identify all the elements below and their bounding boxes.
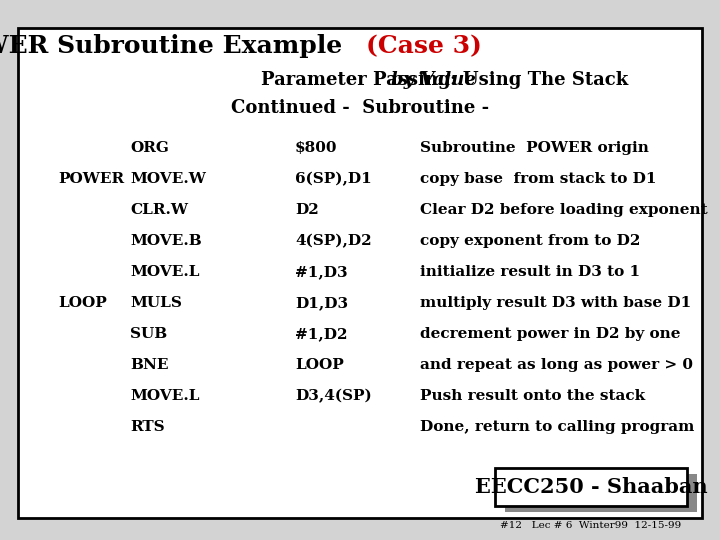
FancyBboxPatch shape	[495, 468, 687, 506]
Text: LOOP: LOOP	[295, 358, 343, 372]
Text: 4(SP),D2: 4(SP),D2	[295, 234, 372, 248]
Text: decrement power in D2 by one: decrement power in D2 by one	[420, 327, 680, 341]
Text: #12   Lec # 6  Winter99  12-15-99: #12 Lec # 6 Winter99 12-15-99	[500, 522, 682, 530]
Text: MULS: MULS	[130, 296, 182, 310]
Text: Done, return to calling program: Done, return to calling program	[420, 420, 694, 434]
Text: Subroutine  POWER origin: Subroutine POWER origin	[420, 141, 649, 155]
Text: : Using The Stack: : Using The Stack	[450, 71, 629, 89]
Text: LOOP: LOOP	[58, 296, 107, 310]
Text: $800: $800	[295, 141, 338, 155]
Text: MOVE.L: MOVE.L	[130, 389, 199, 403]
Text: Parameter Passing: Parameter Passing	[261, 71, 457, 89]
Text: #1,D3: #1,D3	[295, 265, 348, 279]
Text: 6(SP),D1: 6(SP),D1	[295, 172, 372, 186]
Text: MOVE.B: MOVE.B	[130, 234, 202, 248]
Text: #1,D2: #1,D2	[295, 327, 348, 341]
FancyBboxPatch shape	[18, 28, 702, 518]
Text: D1,D3: D1,D3	[295, 296, 348, 310]
Text: ORG: ORG	[130, 141, 169, 155]
Text: copy base  from stack to D1: copy base from stack to D1	[420, 172, 657, 186]
Text: Clear D2 before loading exponent: Clear D2 before loading exponent	[420, 203, 708, 217]
Text: Push result onto the stack: Push result onto the stack	[420, 389, 645, 403]
Text: D3,4(SP): D3,4(SP)	[295, 389, 372, 403]
Text: initialize result in D3 to 1: initialize result in D3 to 1	[420, 265, 640, 279]
Text: POWER Subroutine Example: POWER Subroutine Example	[0, 34, 360, 58]
Text: Continued -  Subroutine -: Continued - Subroutine -	[231, 99, 489, 117]
FancyBboxPatch shape	[505, 474, 697, 512]
Text: and repeat as long as power > 0: and repeat as long as power > 0	[420, 358, 693, 372]
Text: by Value: by Value	[391, 71, 476, 89]
Text: CLR.W: CLR.W	[130, 203, 188, 217]
Text: (Case 3): (Case 3)	[366, 34, 482, 58]
Text: SUB: SUB	[130, 327, 167, 341]
Text: MOVE.W: MOVE.W	[130, 172, 206, 186]
Text: POWER: POWER	[58, 172, 124, 186]
Text: D2: D2	[295, 203, 319, 217]
Text: EECC250 - Shaaban: EECC250 - Shaaban	[474, 477, 707, 497]
Text: multiply result D3 with base D1: multiply result D3 with base D1	[420, 296, 691, 310]
Text: RTS: RTS	[130, 420, 165, 434]
Text: MOVE.L: MOVE.L	[130, 265, 199, 279]
Text: copy exponent from to D2: copy exponent from to D2	[420, 234, 640, 248]
Text: BNE: BNE	[130, 358, 168, 372]
